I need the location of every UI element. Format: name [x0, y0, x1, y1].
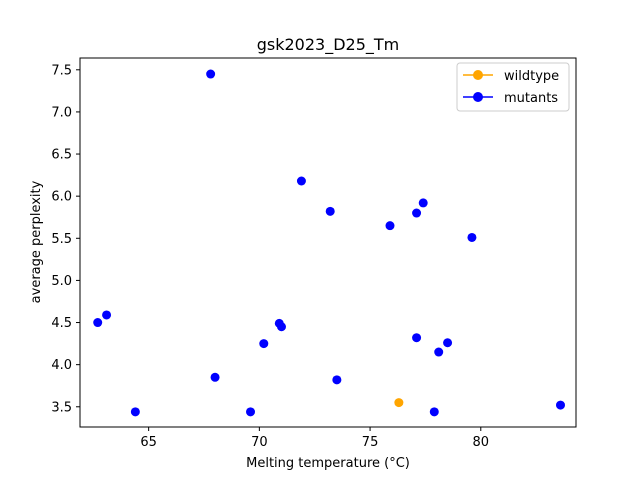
- mutants-point: [385, 221, 395, 231]
- x-axis-label: Melting temperature (°C): [246, 456, 410, 471]
- x-tick-label: 80: [473, 435, 490, 450]
- plot-area: [80, 58, 576, 427]
- plot-frame: [79, 57, 577, 428]
- legend-wildtype-label: wildtype: [504, 69, 559, 84]
- data-points: [93, 69, 565, 417]
- legend-wildtype-marker: [473, 70, 483, 80]
- mutants-point: [332, 375, 342, 385]
- mutants-point: [556, 400, 565, 410]
- y-tick-label: 6.0: [51, 190, 72, 205]
- mutants-point: [206, 69, 216, 79]
- y-tick-label: 6.5: [51, 148, 72, 163]
- plot-background: [80, 58, 576, 427]
- x-tick-label: 65: [140, 435, 157, 450]
- x-tick-label: 70: [251, 435, 268, 450]
- mutants-point: [325, 206, 335, 216]
- y-tick-label: 5.5: [51, 232, 72, 247]
- legend-mutants-marker: [473, 92, 483, 102]
- mutants-point: [443, 338, 453, 348]
- mutants-point: [434, 347, 444, 357]
- y-tick-label: 4.0: [51, 358, 72, 373]
- legend: wildtype mutants: [456, 62, 570, 112]
- wildtype-point: [394, 398, 404, 408]
- mutants-point: [429, 407, 439, 417]
- mutants-point: [418, 198, 428, 208]
- mutants-point: [259, 339, 269, 349]
- y-tick-label: 5.0: [51, 274, 72, 289]
- mutants-point: [210, 372, 220, 382]
- y-axis: 3.5 4.0 4.5 5.0 5.5 6.0 6.5 7.0 7.5: [51, 63, 80, 415]
- y-tick-label: 7.5: [51, 63, 72, 78]
- mutants-point: [130, 407, 140, 417]
- x-tick-label: 75: [362, 435, 379, 450]
- mutants-point: [412, 208, 422, 218]
- y-tick-label: 3.5: [51, 400, 72, 415]
- mutants-point: [102, 310, 112, 320]
- y-axis-label: average perplexity: [29, 180, 44, 303]
- mutants-point: [412, 333, 422, 343]
- x-axis: 65 70 75 80: [140, 427, 489, 450]
- mutants-point: [93, 318, 103, 328]
- mutants-point: [296, 176, 306, 186]
- mutants-point: [467, 232, 477, 242]
- legend-mutants-label: mutants: [504, 91, 558, 106]
- mutants-point: [246, 407, 255, 417]
- chart-title: gsk2023_D25_Tm: [257, 35, 400, 55]
- y-tick-label: 7.0: [51, 105, 72, 120]
- y-tick-label: 4.5: [51, 316, 72, 331]
- mutants-point: [277, 322, 286, 332]
